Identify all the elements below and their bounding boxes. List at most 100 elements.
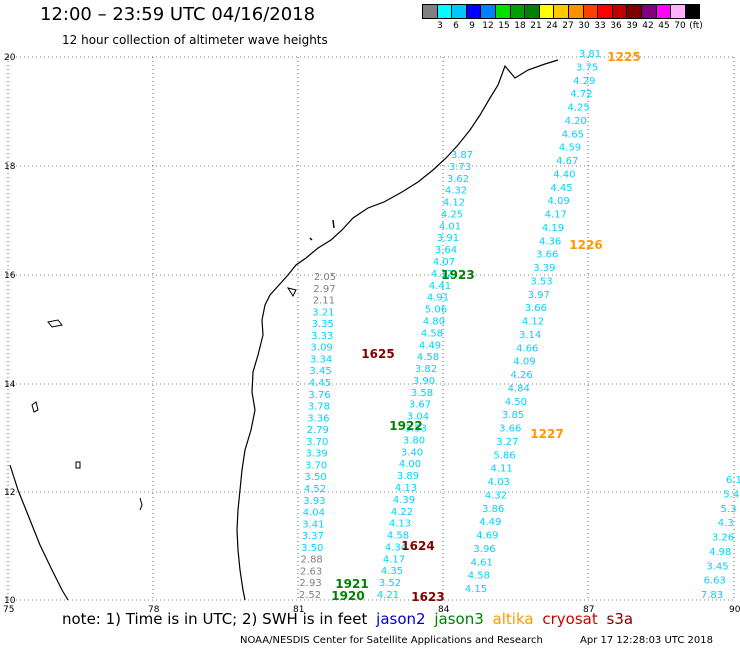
color-scale-label: 12 <box>482 21 494 31</box>
color-scale-label: 6 <box>453 21 459 31</box>
swh-value: 3.33 <box>311 331 333 342</box>
island-shape <box>332 219 335 229</box>
legend-cryosat: cryosat <box>542 610 598 628</box>
swh-value: 3.40 <box>401 447 423 458</box>
swh-value: 4.40 <box>553 169 575 180</box>
swh-value: 4.32 <box>445 186 467 197</box>
swh-value: 4.72 <box>570 89 592 100</box>
island-shape <box>286 287 297 298</box>
swh-value: 2.52 <box>299 590 321 601</box>
lon-tick-label: 87 <box>583 605 594 615</box>
swh-value: 5.86 <box>493 450 515 461</box>
swh-value: 3.50 <box>301 543 323 554</box>
lon-tick-label: 78 <box>148 605 160 615</box>
footer-timestamp: Apr 17 12:28:03 UTC 2018 <box>580 635 713 646</box>
island-shape <box>309 237 313 241</box>
swh-value: 6.63 <box>704 576 726 587</box>
swh-value: 3.78 <box>308 402 330 413</box>
pass-time-label: 1922 <box>389 419 422 433</box>
swh-value: 4.25 <box>441 209 463 220</box>
swh-value: 4.12 <box>443 198 465 209</box>
swh-value: 3.82 <box>415 364 437 375</box>
swh-value: 4.21 <box>377 590 399 601</box>
swh-value: 4.34 <box>385 542 407 553</box>
color-scale-label: 30 <box>578 21 590 31</box>
swh-value: 3.75 <box>576 62 598 73</box>
legend-s3a: s3a <box>606 610 634 628</box>
west-coastline <box>9 464 69 601</box>
color-scale-label: 33 <box>594 21 606 31</box>
color-scale-label: 24 <box>546 21 558 31</box>
lon-tick-label: 84 <box>438 605 450 615</box>
swh-value: 4.45 <box>550 183 572 194</box>
swh-value: 4.25 <box>567 103 589 114</box>
swh-value: 3.85 <box>502 410 524 421</box>
swh-value: 7.83 <box>701 590 723 601</box>
color-scale-label: (ft) <box>689 21 703 31</box>
swh-value: 6.1 <box>726 475 740 486</box>
swh-value: 3.93 <box>303 496 325 507</box>
swh-value: 2.05 <box>314 272 336 283</box>
pass-time-label: 1625 <box>361 347 394 361</box>
satellite-tracks: 3.81 3.75 4.29 4.72 4.25 4.20 4.65 4.59 4.67 4.40… <box>299 49 740 601</box>
swh-value: 4.35 <box>381 566 403 577</box>
swh-value: 4.19 <box>542 223 564 234</box>
color-scale-label: 3 <box>437 21 443 31</box>
lon-tick-label: 81 <box>293 605 304 615</box>
swh-value: 4.13 <box>389 519 411 530</box>
swh-value: 2.79 <box>307 425 329 436</box>
swh-value: 3.81 <box>579 49 601 60</box>
color-scale-label: 45 <box>658 21 670 31</box>
swh-value: 4.98 <box>709 547 731 558</box>
swh-value: 4.17 <box>383 554 405 565</box>
swh-value: 4.13 <box>395 483 417 494</box>
swh-value: 4.3 <box>718 518 734 529</box>
swh-value: 4.80 <box>423 316 445 327</box>
swh-value: 3.66 <box>525 303 547 314</box>
swh-value: 3.45 <box>706 561 728 572</box>
swh-value: 4.07 <box>433 257 455 268</box>
map-title: 12:00 – 23:59 UTC 04/16/2018 <box>40 4 316 25</box>
color-scale-label: 39 <box>626 21 638 31</box>
swh-value: 3.21 <box>312 307 334 318</box>
swh-value: 4.65 <box>562 129 584 140</box>
swh-value: 4.22 <box>391 507 413 518</box>
swh-value: 3.73 <box>449 162 471 173</box>
swh-value: 4.03 <box>488 477 510 488</box>
swh-value: 3.90 <box>413 376 435 387</box>
swh-value: 4.52 <box>304 484 326 495</box>
swh-value: 3.66 <box>536 250 558 261</box>
pass-time-label: 1920 <box>331 589 364 603</box>
swh-value: 4.20 <box>565 116 587 127</box>
swh-value: 3.70 <box>306 437 328 448</box>
swh-value: 4.12 <box>522 317 544 328</box>
legend-altika: altika <box>492 610 534 628</box>
swh-value: 3.91 <box>437 233 459 244</box>
swh-value: 4.58 <box>387 531 409 542</box>
swh-value: 3.52 <box>379 578 401 589</box>
lat-tick-label: 18 <box>4 162 16 172</box>
swh-value: 4.69 <box>476 531 498 542</box>
pass-time-label: 1227 <box>530 427 563 441</box>
swh-value: 4.36 <box>539 236 561 247</box>
swh-value: 3.53 <box>530 276 552 287</box>
swh-value: 4.00 <box>399 459 421 470</box>
swh-value: 3.86 <box>482 504 504 515</box>
color-scale-label: 36 <box>610 21 622 31</box>
lat-tick-label: 14 <box>4 380 16 390</box>
swh-value: 4.41 <box>429 281 451 292</box>
map-subtitle: 12 hour collection of altimeter wave hei… <box>62 33 328 47</box>
color-scale-label: 70 <box>674 21 686 31</box>
swh-value: 4.84 <box>508 383 530 394</box>
swh-value: 4.01 <box>439 221 461 232</box>
swh-value: 4.49 <box>479 517 501 528</box>
color-scale <box>422 4 701 19</box>
swh-value: 4.09 <box>513 357 535 368</box>
swh-value: 4.61 <box>471 557 493 568</box>
swh-value: 4.67 <box>556 156 578 167</box>
swh-value: 4.58 <box>468 571 490 582</box>
swh-value: 4.91 <box>427 293 449 304</box>
